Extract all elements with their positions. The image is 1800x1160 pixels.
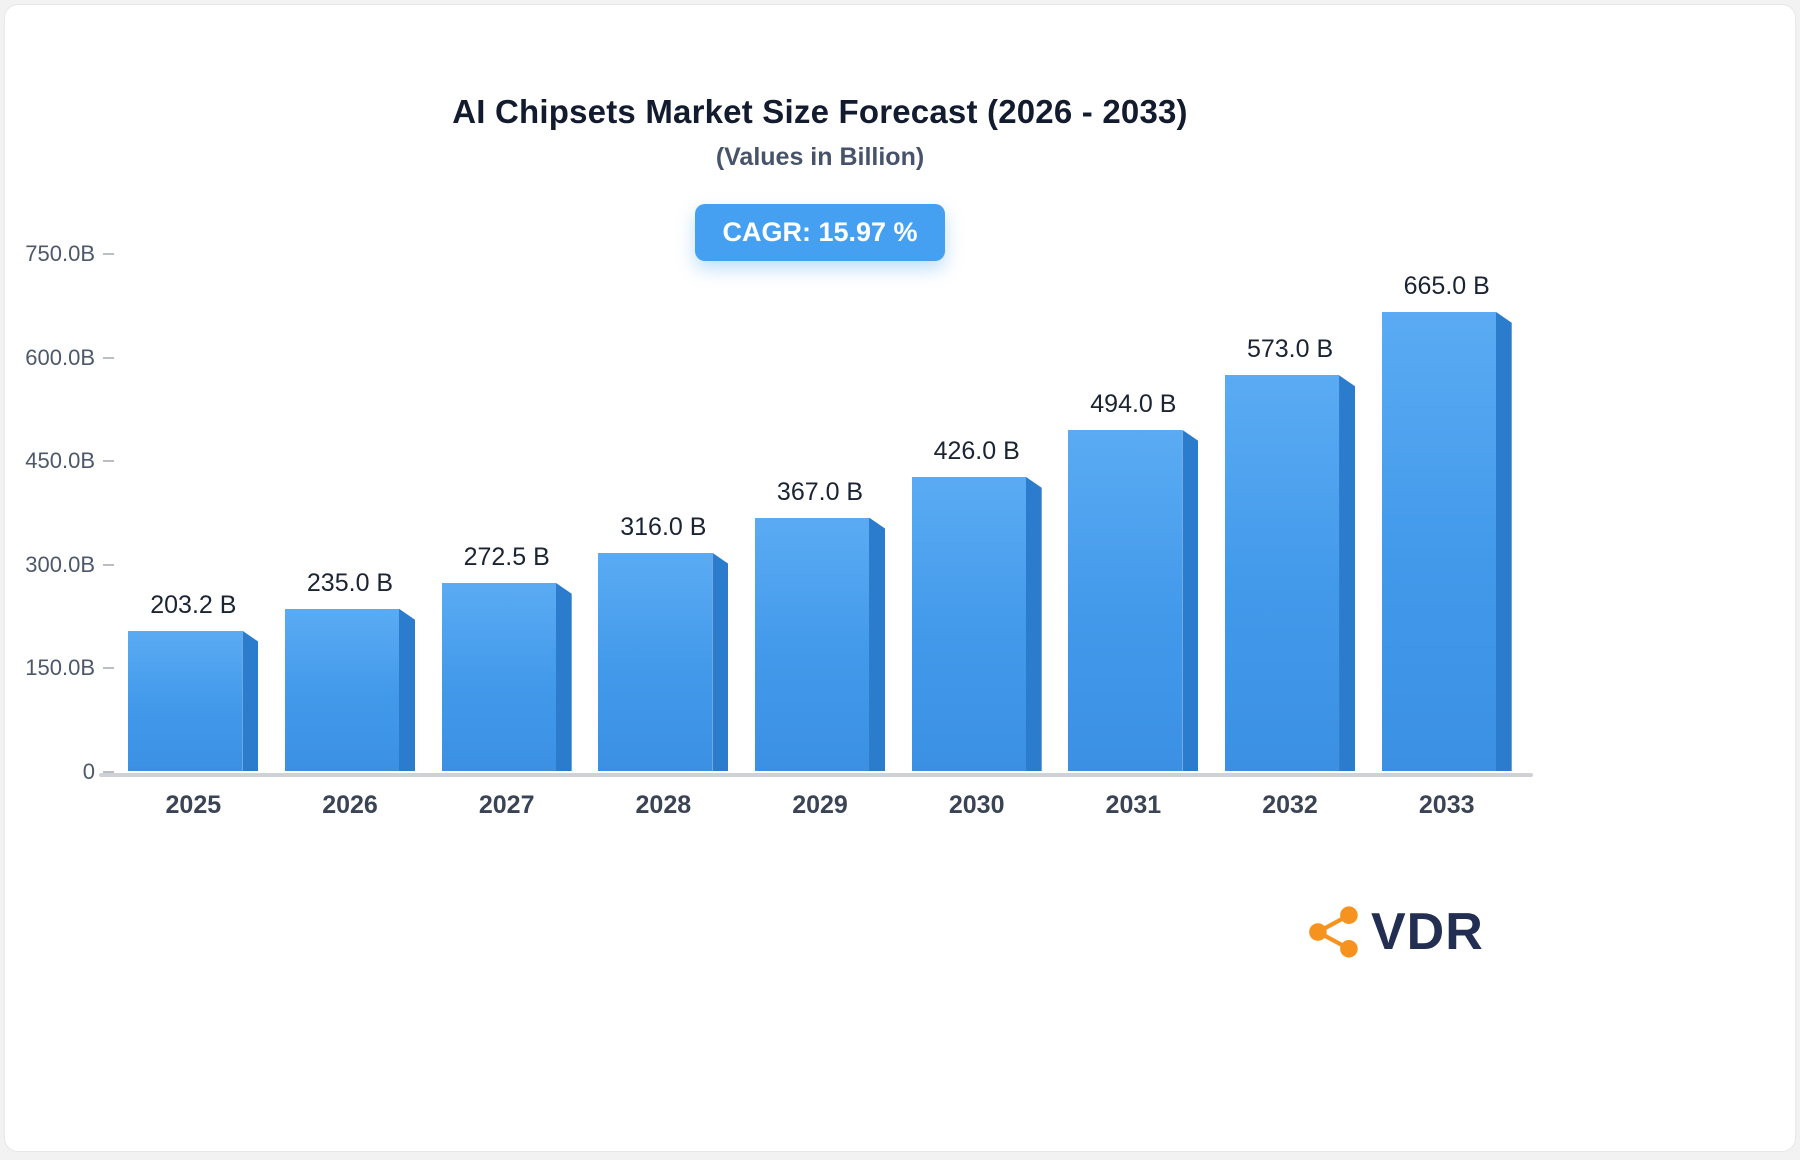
y-axis-label: 450.0B: [25, 448, 95, 474]
x-axis-label: 2031: [1105, 791, 1162, 819]
bar-cell: 316.0 B: [585, 253, 742, 771]
bar-side: [1182, 429, 1199, 771]
bar: 367.0 B: [755, 478, 886, 771]
x-axis-label: 2027: [478, 791, 535, 819]
bar-series: 203.2 B 235.0 B 272.5 B 316.0 B 367.0 B 426.0…: [115, 253, 1525, 771]
x-axis-label: 2028: [635, 791, 692, 819]
y-axis-tick: [103, 356, 114, 359]
bar: 665.0 B: [1381, 272, 1512, 771]
y-axis-tick: [103, 460, 114, 463]
bar: 426.0 B: [911, 437, 1042, 771]
bar: 235.0 B: [285, 569, 415, 771]
x-axis: 2025 2026 2027 2028 2029 2030 2031 2032 2033: [115, 791, 1525, 820]
x-axis-label: 2029: [792, 791, 848, 819]
bar-cell: 272.5 B: [428, 253, 585, 771]
y-axis-label: 150.0B: [25, 655, 95, 681]
bar-face: [1225, 375, 1340, 771]
bar-face: [598, 552, 713, 771]
bar-side: [869, 517, 886, 771]
bar-value-label: 235.0 B: [306, 568, 394, 597]
bar: 316.0 B: [598, 513, 729, 771]
x-axis-label: 2032: [1262, 791, 1318, 819]
chart-title: AI Chipsets Market Size Forecast (2026 -…: [452, 93, 1188, 130]
x-axis-line: [99, 773, 1533, 777]
y-axis-label: 300.0B: [25, 551, 95, 577]
y-axis-tick: [103, 563, 114, 566]
x-axis-label: 2026: [322, 791, 378, 819]
bar-side: [1339, 375, 1356, 771]
chart-header: AI Chipsets Market Size Forecast (2026 -…: [115, 93, 1525, 261]
bar-face: [285, 608, 399, 771]
bar-value-label: 203.2 B: [150, 590, 237, 619]
bar-face: [128, 630, 243, 771]
y-axis-label: 600.0B: [25, 344, 95, 370]
y-axis-tick: [103, 667, 114, 670]
bar-value-label: 426.0 B: [933, 436, 1020, 465]
chart-page: AI Chipsets Market Size Forecast (2026 -…: [4, 4, 1796, 1152]
y-axis-tick: [103, 771, 114, 773]
bar-face: [1068, 429, 1183, 771]
bar-side: [1495, 311, 1512, 771]
y-axis-tick: [103, 253, 114, 255]
bar-value-label: 573.0 B: [1246, 335, 1334, 364]
bar-side: [399, 608, 415, 771]
bar-side: [555, 582, 572, 771]
x-axis-label: 2033: [1418, 791, 1475, 819]
bar: 494.0 B: [1068, 390, 1199, 771]
x-axis-label: 2025: [165, 791, 222, 819]
bar-face: [441, 582, 556, 771]
bar-side: [712, 552, 729, 771]
bar-cell: 665.0 B: [1368, 253, 1525, 771]
bar-cell: 494.0 B: [1055, 253, 1212, 771]
bar-value-label: 316.0 B: [620, 512, 707, 541]
bar-value-label: 367.0 B: [776, 477, 864, 506]
x-axis-label: 2030: [948, 791, 1005, 819]
bar-cell: 573.0 B: [1212, 253, 1369, 771]
bar-face: [1381, 311, 1496, 771]
network-icon: [1309, 906, 1358, 958]
bar-cell: 235.0 B: [272, 253, 429, 771]
bar-side: [1025, 476, 1042, 771]
brand-logo: VDR: [1305, 901, 1484, 963]
y-axis-label: 750.0B: [25, 241, 95, 266]
bar-value-label: 494.0 B: [1090, 389, 1177, 418]
bar-face: [755, 517, 870, 771]
bar: 272.5 B: [441, 543, 572, 771]
chart-subtitle: (Values in Billion): [715, 143, 925, 171]
bar-side: [242, 630, 259, 771]
bar-cell: 367.0 B: [742, 253, 899, 771]
bar-cell: 426.0 B: [898, 253, 1055, 771]
bar-value-label: 665.0 B: [1403, 271, 1490, 300]
y-axis-label: 0: [82, 759, 95, 784]
bar: 573.0 B: [1225, 335, 1356, 771]
bar-cell: 203.2 B: [115, 253, 272, 771]
cagr-badge: CAGR: 15.97 %: [695, 204, 945, 261]
bar: 203.2 B: [128, 591, 259, 771]
bar-value-label: 272.5 B: [463, 542, 550, 571]
bar-face: [911, 476, 1026, 771]
brand-logo-text: VDR: [1371, 903, 1484, 961]
